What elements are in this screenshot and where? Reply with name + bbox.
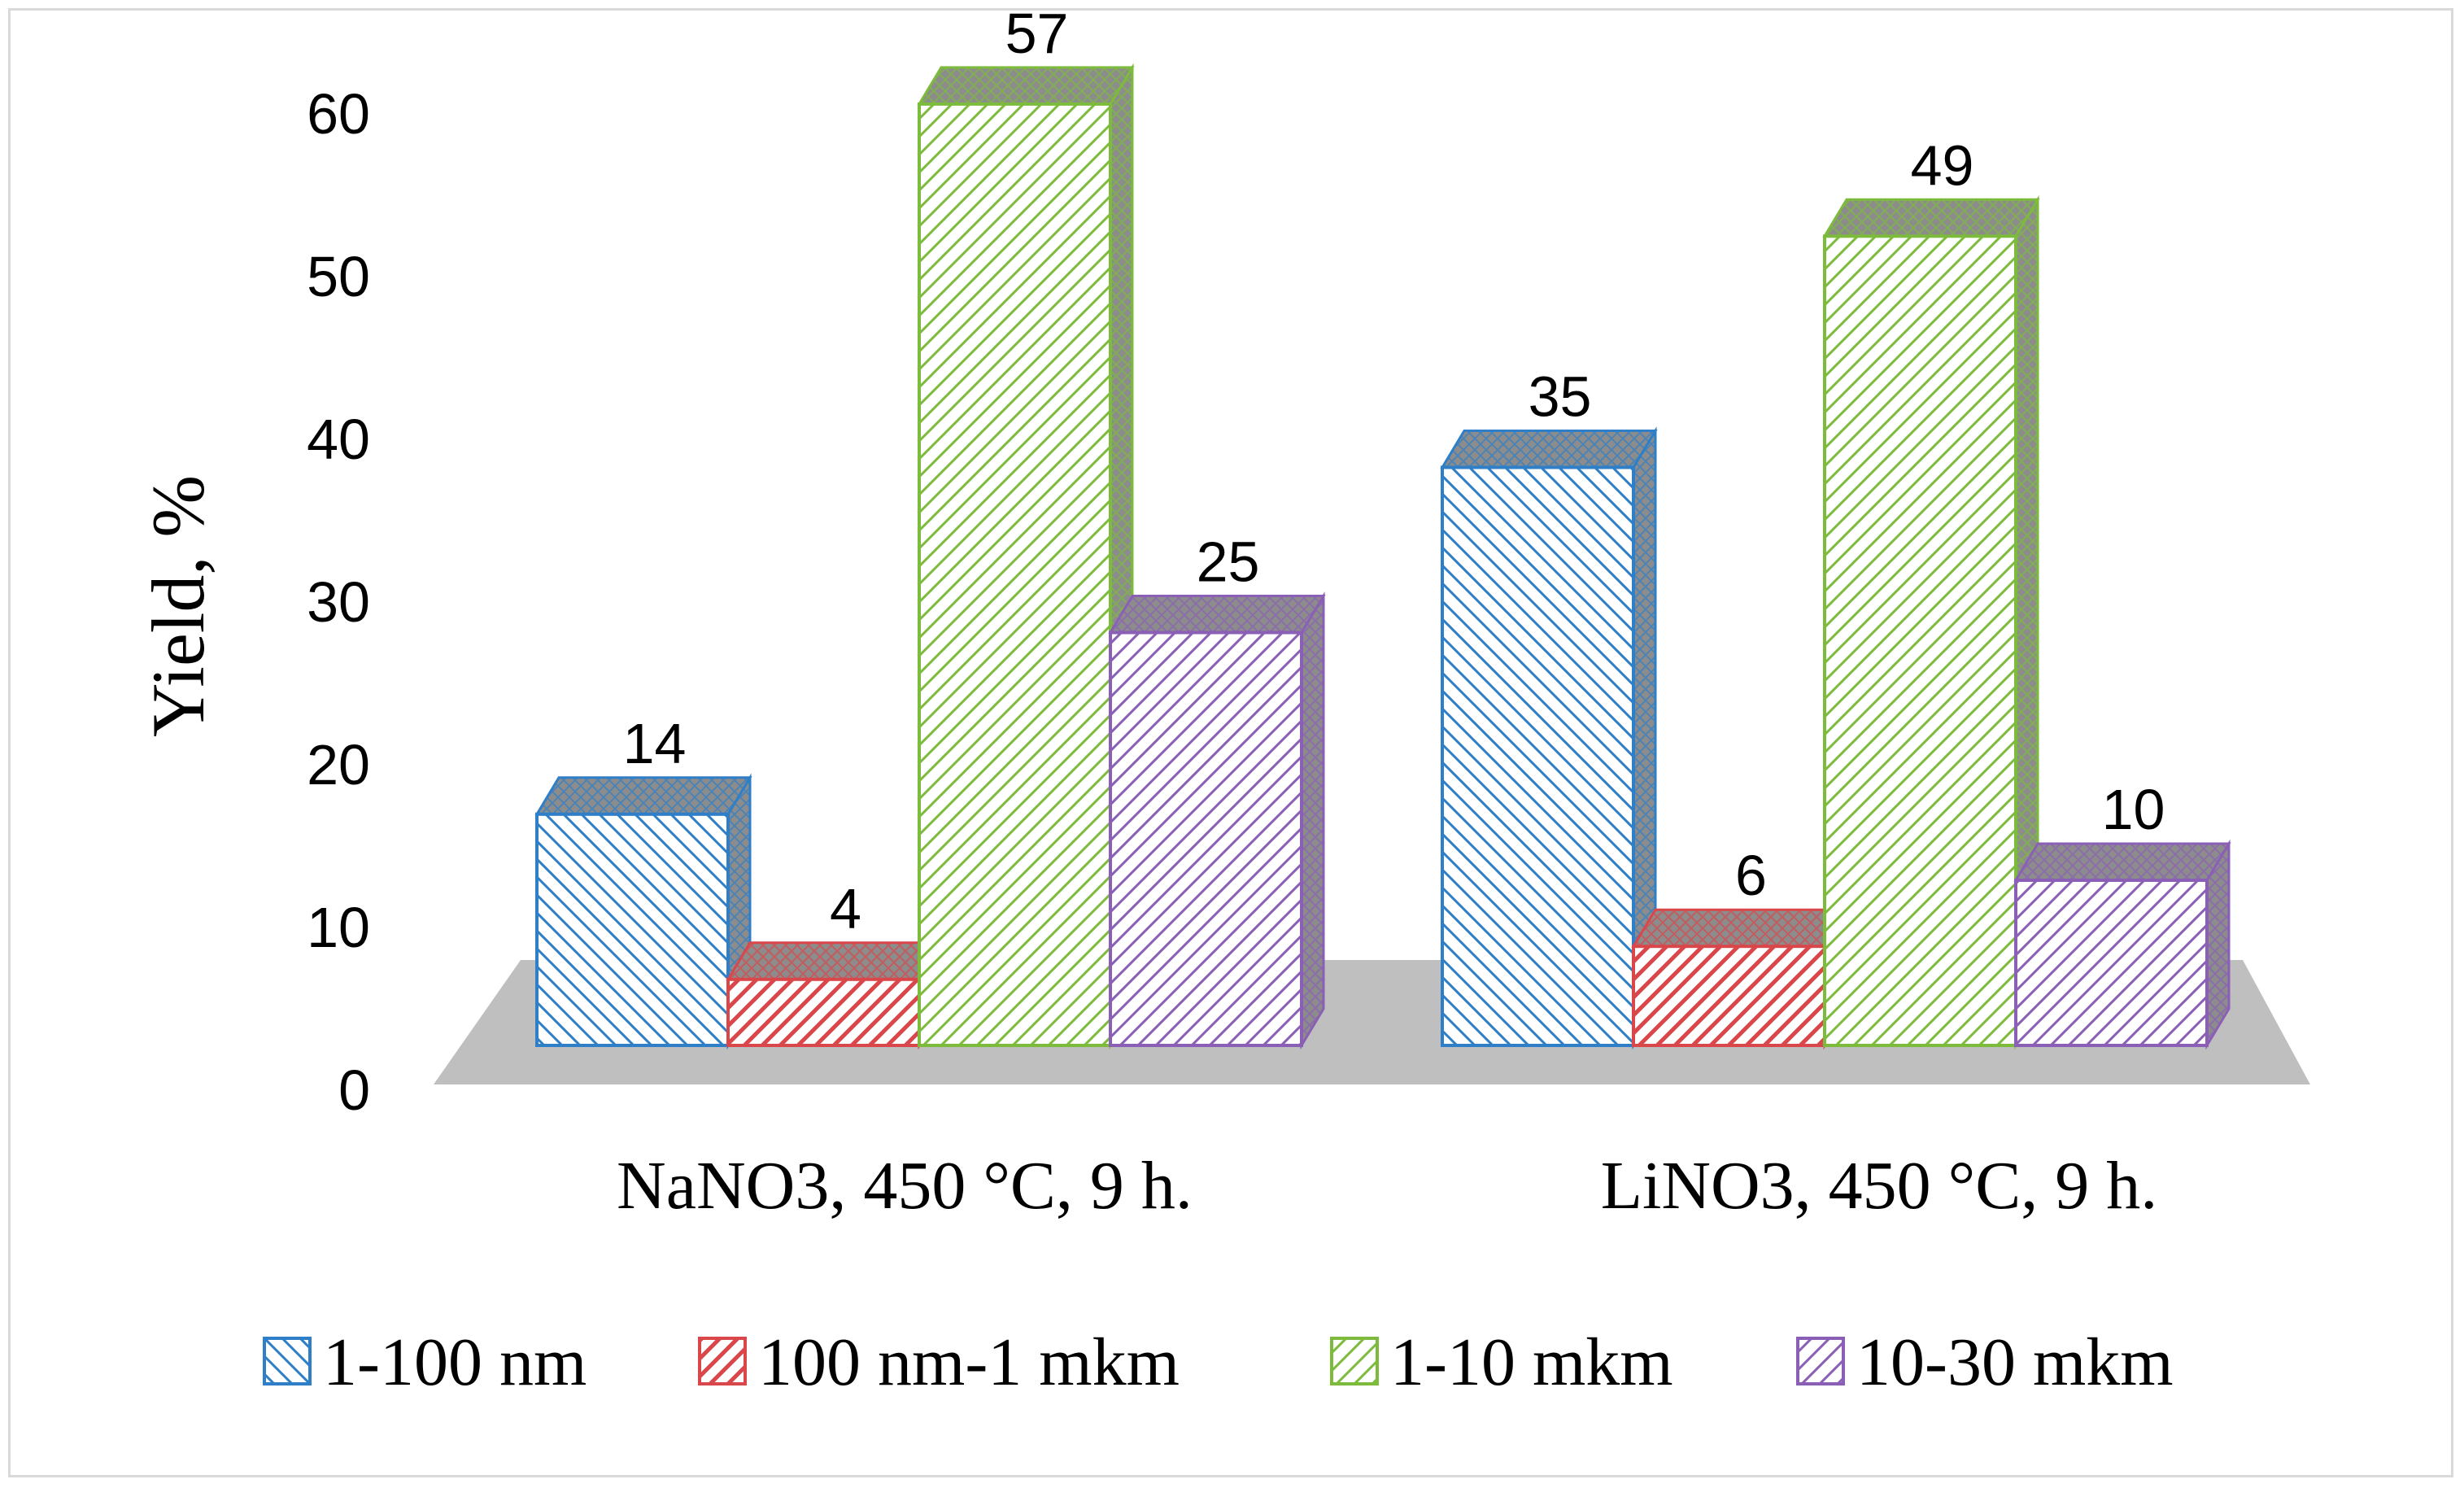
bar-1-100-nm-lino3	[1440, 426, 1658, 1050]
bar-front	[535, 812, 730, 1047]
x-category-label: LiNO3, 450 °C, 9 h.	[1601, 1148, 2158, 1224]
legend-swatch	[263, 1337, 312, 1385]
bar-10-30-mkm-nano3	[1108, 591, 1326, 1050]
legend-label: 100 nm-1 mkm	[758, 1324, 1180, 1400]
data-label: 35	[1529, 365, 1592, 429]
legend-label: 1-100 nm	[323, 1324, 587, 1400]
bar-10-30-mkm-lino3	[2013, 839, 2231, 1050]
bar-1-100-nm-nano3	[534, 773, 752, 1050]
bar-side	[1300, 591, 1325, 1050]
bar-front	[918, 102, 1112, 1047]
y-tick-label: 60	[307, 82, 370, 146]
bar-1-10-mkm-lino3	[1822, 194, 2040, 1050]
bar-front	[1823, 234, 2017, 1047]
legend-item-10-30-mkm: 10-30 mkm	[1796, 1324, 2174, 1400]
bar-front	[1441, 465, 1635, 1047]
legend-label: 1-10 mkm	[1390, 1324, 1673, 1400]
bars	[534, 63, 2231, 1050]
data-label: 14	[623, 712, 687, 775]
bar-top	[1440, 430, 1658, 469]
bar-100-nm-1-mkm-lino3	[1631, 905, 1849, 1050]
bar-top	[534, 776, 752, 816]
y-tick-label: 50	[307, 245, 370, 308]
bar-top	[917, 66, 1135, 106]
y-tick-label: 30	[307, 570, 370, 634]
x-axis-categories: NaNO3, 450 °C, 9 h. LiNO3, 450 °C, 9 h.	[617, 1148, 2157, 1224]
legend-swatch	[1330, 1337, 1379, 1385]
data-label: 49	[1911, 133, 1974, 197]
x-category-label: NaNO3, 450 °C, 9 h.	[617, 1148, 1193, 1224]
data-label: 6	[1735, 844, 1767, 907]
bar-top	[726, 941, 944, 981]
bar-front	[1632, 945, 1826, 1047]
data-labels: 14 4 57 25 35 6 49 10	[623, 2, 2165, 940]
y-axis-label: Yield, %	[137, 475, 220, 737]
data-label: 4	[830, 877, 861, 940]
bar-front	[2014, 879, 2209, 1047]
legend-item-100-nm-1-mkm: 100 nm-1 mkm	[698, 1324, 1180, 1400]
bar-top	[1108, 595, 1326, 634]
y-tick-label: 0	[338, 1058, 370, 1122]
legend-swatch	[1796, 1337, 1845, 1385]
legend-label: 10-30 mkm	[1856, 1324, 2174, 1400]
y-tick-label: 40	[307, 408, 370, 471]
y-tick-label: 20	[307, 733, 370, 796]
data-label: 57	[1005, 2, 1069, 65]
data-label: 25	[1197, 530, 1260, 594]
legend-item-1-100-nm: 1-100 nm	[263, 1324, 587, 1400]
y-tick-label: 10	[307, 896, 370, 959]
y-axis-ticks: 0 10 20 30 40 50 60	[307, 82, 370, 1122]
bar-top	[2013, 842, 2231, 882]
bar-top	[1631, 908, 1849, 948]
bar-front	[726, 977, 921, 1048]
bar-1-10-mkm-nano3	[917, 63, 1135, 1050]
bar-front	[1109, 631, 1303, 1047]
bar-top	[1822, 198, 2040, 238]
legend-item-1-10-mkm: 1-10 mkm	[1330, 1324, 1673, 1400]
bar-100-nm-1-mkm-nano3	[726, 938, 944, 1050]
legend-swatch	[698, 1337, 747, 1385]
data-label: 10	[2102, 778, 2165, 841]
legend: 1-100 nm 100 nm-1 mkm 1-10 mkm 10-30 mkm	[263, 1324, 2174, 1400]
